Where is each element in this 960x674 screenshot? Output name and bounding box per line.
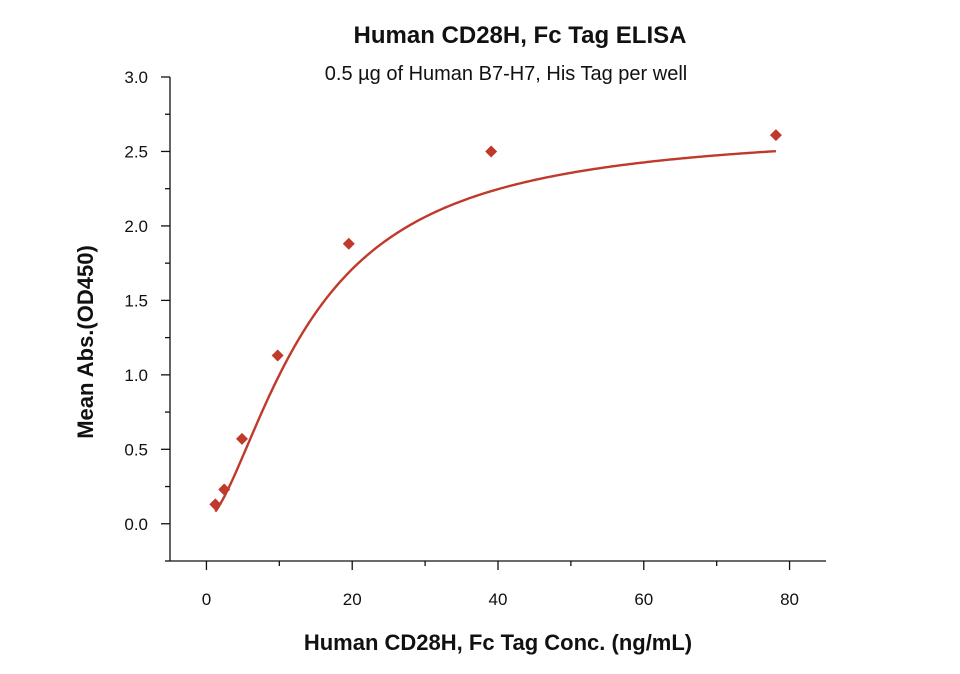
data-point-diamond (218, 483, 231, 496)
x-tick-label: 40 (489, 590, 508, 609)
data-point-diamond (769, 129, 782, 142)
x-tick-label: 80 (780, 590, 799, 609)
data-point-diamond (485, 145, 498, 158)
data-point-diamond (342, 237, 355, 250)
y-tick-label: 1.5 (124, 291, 148, 310)
fit-curve-line (214, 149, 777, 513)
data-point-diamond (271, 349, 284, 362)
y-tick-label: 0.5 (124, 440, 148, 459)
x-tick-label: 20 (343, 590, 362, 609)
x-axis-title: Human CD28H, Fc Tag Conc. (ng/mL) (304, 630, 692, 655)
y-axis: 0.0 0.5 1.0 1.5 2.0 2.5 3.0 (124, 68, 171, 562)
y-tick-label: 2.5 (124, 142, 148, 161)
data-point-diamond (209, 498, 222, 511)
fit-curve-layer (214, 149, 777, 513)
chart-title: Human CD28H, Fc Tag ELISA (354, 22, 687, 49)
y-axis-title: Mean Abs.(OD450) (73, 245, 98, 439)
y-tick-label: 2.0 (124, 217, 148, 236)
y-tick-label: 3.0 (124, 68, 148, 87)
x-tick-label: 60 (634, 590, 653, 609)
data-points-layer (209, 129, 782, 511)
chart-subtitle: 0.5 µg of Human B7-H7, His Tag per well (325, 63, 687, 85)
x-axis: 0 20 40 60 80 (170, 560, 826, 609)
data-point-diamond (236, 432, 249, 445)
y-tick-label: 1.0 (124, 366, 148, 385)
x-tick-label: 0 (202, 590, 211, 609)
y-tick-label: 0.0 (124, 515, 148, 534)
